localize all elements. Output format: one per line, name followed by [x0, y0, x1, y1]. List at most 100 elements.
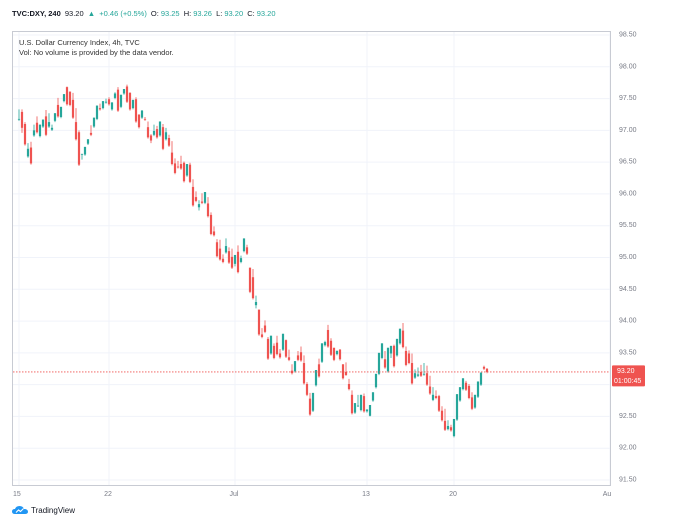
candle [137, 114, 141, 129]
candle-body [29, 147, 33, 164]
chart-pane[interactable] [12, 31, 611, 486]
candle-body [419, 371, 423, 376]
candle [20, 109, 24, 133]
candle-body [140, 110, 144, 118]
candle-body [215, 242, 219, 257]
candle [56, 97, 60, 118]
close-label: C: [247, 9, 255, 18]
candle-body [104, 101, 108, 103]
candle-body [146, 127, 150, 138]
candle [89, 125, 93, 137]
price-axis[interactable]: 98.50 98.00 97.50 97.00 96.50 96.00 95.50 95.00… [611, 31, 661, 486]
candle-body [362, 396, 366, 412]
candle-body [74, 122, 78, 140]
price-tick-label: 97.00 [619, 127, 637, 134]
candle-body [446, 425, 450, 430]
candle-body [83, 146, 87, 155]
price-tick-label: 95.50 [619, 222, 637, 229]
candle [248, 267, 252, 294]
candle [224, 238, 228, 254]
candle-body [86, 139, 90, 144]
time-tick-label: 20 [449, 491, 457, 498]
candle [266, 336, 270, 360]
candle [353, 403, 357, 414]
candle [272, 343, 276, 360]
candle-body [287, 357, 291, 360]
candle-body [149, 135, 153, 141]
candle-body [323, 342, 327, 346]
candle-body [338, 349, 342, 360]
candle [482, 365, 486, 371]
candle [356, 394, 360, 407]
candle-body [221, 258, 225, 262]
candle [17, 109, 21, 121]
symbol-label: TVC:DXY, 240 [12, 9, 61, 18]
candle-body [437, 396, 441, 411]
candle [143, 117, 147, 121]
candle-body [293, 361, 297, 372]
price-tick-label: 92.50 [619, 413, 637, 420]
candle [74, 108, 78, 141]
candle [62, 94, 66, 103]
candle-body [461, 378, 465, 390]
candle [116, 87, 120, 112]
candle [389, 345, 393, 358]
candle-body [320, 343, 324, 362]
candle-body [65, 87, 69, 105]
candle [122, 89, 126, 95]
candle [287, 349, 291, 362]
price-tick-label: 94.50 [619, 286, 637, 293]
candle [392, 344, 396, 368]
candle [326, 324, 330, 348]
candle-body [353, 403, 357, 413]
candle [254, 295, 258, 309]
candle [134, 97, 138, 123]
candle [299, 346, 303, 362]
candle [227, 247, 231, 264]
candle-body [206, 203, 210, 217]
candle-body [329, 340, 333, 355]
candle-body [410, 363, 414, 384]
high-value: 93.26 [193, 9, 212, 18]
candle-body [335, 350, 339, 355]
candle-body [158, 121, 162, 136]
price-tick-label: 96.00 [619, 190, 637, 197]
candle [110, 102, 114, 111]
candle [425, 365, 429, 386]
candle [479, 372, 483, 386]
candle [350, 390, 354, 415]
candle-body [482, 366, 486, 369]
candle [242, 238, 246, 253]
candle-body [413, 373, 417, 378]
candle-body [239, 258, 243, 262]
candle [365, 409, 369, 413]
legend-title: U.S. Dollar Currency Index, 4h, TVC [19, 38, 140, 47]
chart-legend: U.S. Dollar Currency Index, 4h, TVC Vol:… [19, 38, 174, 58]
candle [296, 350, 300, 362]
candle-body [56, 104, 60, 117]
candle-body [479, 372, 483, 385]
candle-body [305, 384, 309, 395]
candle-body [311, 392, 315, 411]
candle-body [236, 251, 240, 273]
candle [206, 197, 210, 218]
candle-body [302, 363, 306, 384]
time-tick-label: 13 [362, 491, 370, 498]
candle [149, 134, 153, 144]
candle-body [356, 405, 360, 407]
candle-body [260, 334, 264, 337]
candle-body [197, 204, 201, 208]
candle-body [44, 116, 48, 135]
candlestick-plot[interactable] [13, 32, 610, 485]
candle-body [200, 201, 204, 203]
candle [437, 394, 441, 412]
candle [467, 384, 471, 400]
time-axis[interactable]: 1522Jul1320Aug101724Sep14 [12, 486, 611, 500]
candle-body [20, 111, 24, 128]
candle-body [155, 129, 159, 138]
tradingview-brand[interactable]: TradingView [12, 506, 75, 515]
candle [347, 378, 351, 391]
candle [32, 124, 36, 137]
candle-body [164, 132, 168, 140]
candle-body [281, 333, 285, 350]
